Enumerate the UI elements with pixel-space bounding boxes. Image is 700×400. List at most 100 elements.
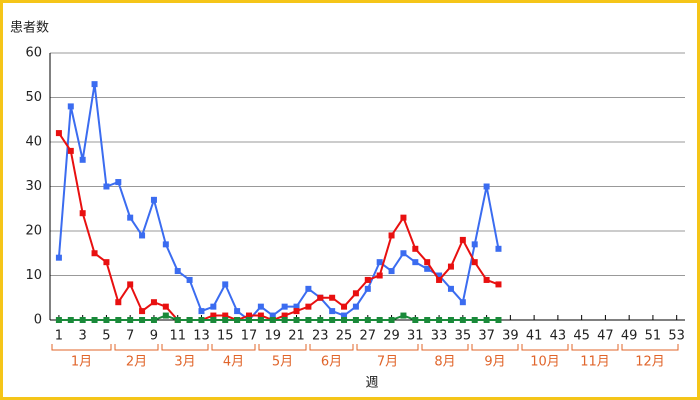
data-point	[376, 259, 383, 266]
data-point	[329, 294, 336, 301]
data-point	[317, 294, 324, 301]
x-tick-label: 31	[407, 329, 424, 344]
data-point	[67, 147, 74, 154]
data-point	[269, 317, 276, 323]
data-point	[222, 281, 229, 288]
data-point	[352, 317, 359, 323]
data-point	[210, 312, 217, 319]
x-tick-label: 35	[455, 329, 472, 344]
data-point	[174, 268, 181, 275]
x-tick-label: 17	[241, 329, 258, 344]
data-point	[471, 241, 478, 248]
month-bracket	[421, 344, 469, 351]
data-point	[447, 263, 454, 270]
month-bracket	[161, 344, 209, 351]
data-point	[150, 196, 157, 203]
data-point	[127, 317, 134, 323]
month-bracket	[51, 344, 112, 351]
data-point	[305, 285, 312, 292]
data-point	[257, 303, 264, 310]
data-point	[305, 303, 312, 310]
month-bracket	[258, 344, 307, 351]
month-label: 10月	[530, 355, 560, 370]
data-point	[162, 303, 169, 310]
x-tick-label: 51	[645, 329, 662, 344]
month-label: 11月	[580, 355, 610, 370]
data-point	[55, 317, 62, 323]
data-point	[127, 214, 134, 221]
month-bracket	[309, 344, 354, 351]
data-point	[412, 317, 419, 323]
y-tick-label: 20	[25, 224, 42, 239]
data-point	[376, 272, 383, 279]
data-point	[139, 317, 146, 323]
data-point	[400, 250, 407, 257]
data-point	[257, 317, 264, 323]
data-point	[198, 308, 205, 315]
month-bracket	[471, 344, 519, 351]
data-point	[471, 259, 478, 266]
data-point	[364, 276, 371, 283]
data-point	[127, 281, 134, 288]
month-bracket	[114, 344, 159, 351]
data-point	[483, 276, 490, 283]
month-label: 9月	[484, 355, 505, 370]
month-label: 8月	[434, 355, 455, 370]
x-tick-label: 11	[169, 329, 186, 344]
data-point	[115, 299, 122, 306]
data-point	[245, 317, 252, 323]
x-tick-label: 9	[150, 329, 158, 344]
x-tick-label: 33	[431, 329, 448, 344]
data-point	[103, 259, 110, 266]
x-tick-label: 43	[550, 329, 567, 344]
x-tick-label: 41	[526, 329, 543, 344]
data-point	[234, 308, 241, 315]
data-point	[447, 285, 454, 292]
data-point	[317, 317, 324, 323]
data-point	[436, 272, 443, 279]
data-point	[483, 317, 490, 323]
data-point	[281, 303, 288, 310]
data-point	[281, 317, 288, 323]
month-label: 1月	[71, 355, 92, 370]
data-point	[388, 317, 395, 323]
x-tick-label: 53	[668, 329, 685, 344]
data-point	[91, 250, 98, 257]
x-tick-label: 19	[264, 329, 281, 344]
x-tick-label: 29	[383, 329, 400, 344]
data-point	[459, 317, 466, 323]
x-tick-label: 25	[336, 329, 353, 344]
data-point	[400, 312, 407, 319]
data-point	[364, 317, 371, 323]
data-point	[483, 183, 490, 190]
month-bracket	[211, 344, 256, 351]
data-point	[424, 317, 431, 323]
data-point	[293, 308, 300, 315]
x-tick-label: 49	[621, 329, 638, 344]
data-point	[139, 232, 146, 239]
y-tick-label: 30	[25, 179, 42, 194]
data-point	[424, 265, 431, 272]
data-point	[245, 312, 252, 319]
data-point	[67, 317, 74, 323]
x-tick-label: 37	[478, 329, 495, 344]
month-bracket	[621, 344, 679, 351]
y-tick-label: 60	[25, 46, 42, 61]
data-point	[79, 210, 86, 217]
data-point	[150, 299, 157, 306]
data-point	[471, 317, 478, 323]
data-point	[447, 317, 454, 323]
month-label: 5月	[272, 355, 293, 370]
x-tick-label: 3	[79, 329, 87, 344]
data-point	[341, 317, 348, 323]
data-point	[198, 317, 205, 323]
data-point	[174, 317, 181, 323]
data-point	[162, 312, 169, 319]
data-point	[186, 317, 193, 323]
month-label: 12月	[635, 355, 665, 370]
data-point	[79, 317, 86, 323]
y-tick-label: 50	[25, 90, 42, 105]
data-point	[210, 303, 217, 310]
month-label: 2月	[126, 355, 147, 370]
data-point	[459, 236, 466, 243]
